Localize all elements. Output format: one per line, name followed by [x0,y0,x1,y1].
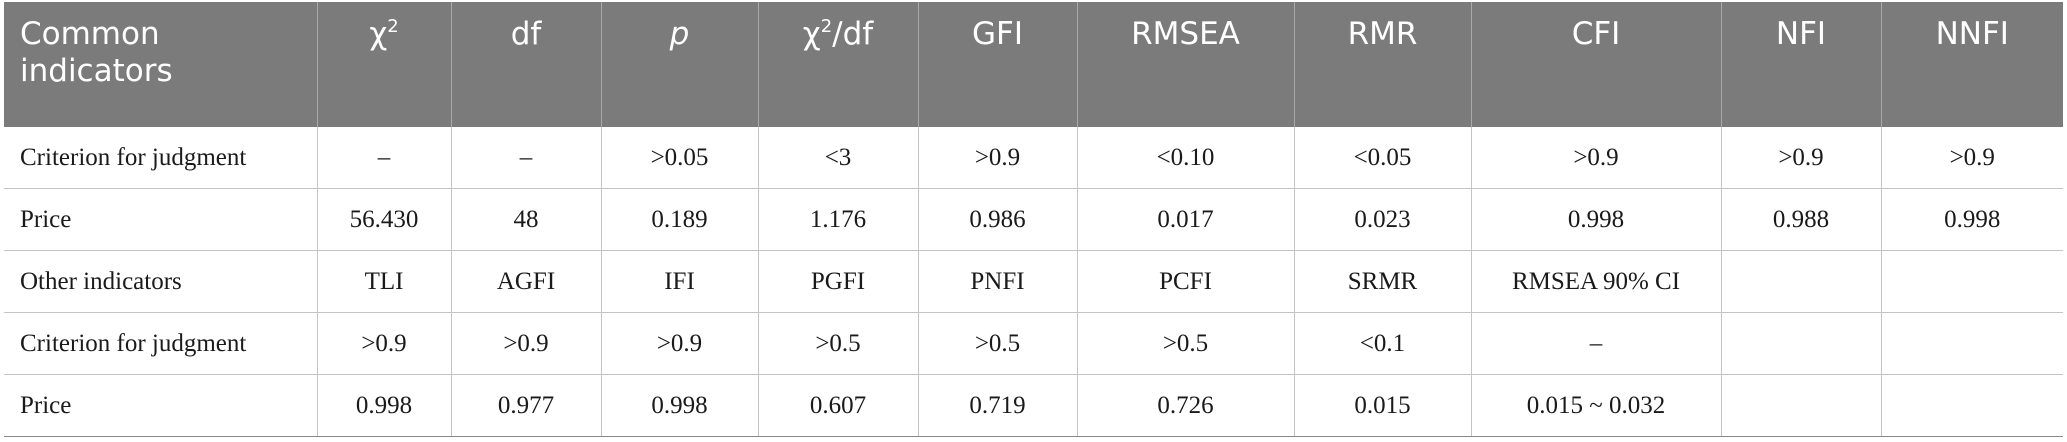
p-label: p [669,16,690,52]
table-cell: >0.9 [918,127,1078,189]
table-cell: >0.9 [1471,127,1722,189]
header-cell-df: df [451,2,602,127]
table-cell: >0.9 [601,312,759,375]
header-cell-chi-square-df: χ2/df [758,2,919,127]
table-cell [1881,374,2063,437]
table-cell: TLI [317,250,452,313]
chi-symbol: χ [369,16,388,52]
table-cell: Criterion for judgment [4,127,318,189]
header-cell-p: p [601,2,759,127]
chi-df-superscript: 2 [820,16,833,37]
table-cell: RMSEA 90% CI [1471,250,1722,313]
table-cell: 0.998 [1471,188,1722,251]
chi-df-symbol: χ [802,16,821,52]
header-cell-chi-square: χ2 [317,2,452,127]
table-cell: 56.430 [317,188,452,251]
table-cell: PGFI [758,250,919,313]
table-body: Criterion for judgment – – >0.05 <3 >0.9… [4,127,2063,437]
table-cell: IFI [601,250,759,313]
header-cell-common-indicators: Common indicators [4,2,318,127]
table-cell: Criterion for judgment [4,312,318,375]
table-cell: >0.9 [1721,127,1882,189]
table-cell: >0.9 [1881,127,2063,189]
table-cell: PCFI [1077,250,1295,313]
table-row: Criterion for judgment >0.9 >0.9 >0.9 >0… [4,312,2063,375]
fit-indices-table: Common indicators χ2 df p χ2/df GFI RMSE… [4,2,2063,437]
table-cell [1881,312,2063,375]
table-cell: 1.176 [758,188,919,251]
table-cell: 0.017 [1077,188,1295,251]
table-row: Price 56.430 48 0.189 1.176 0.986 0.017 … [4,188,2063,251]
table-cell: >0.5 [918,312,1078,375]
table-cell: Price [4,188,318,251]
table-cell: 0.719 [918,374,1078,437]
table-cell: AGFI [451,250,602,313]
table-cell: 0.015 [1294,374,1472,437]
header-cell-gfi: GFI [918,2,1078,127]
header-cell-cfi: CFI [1471,2,1722,127]
chi-df-tail: /df [832,16,874,52]
table-cell: PNFI [918,250,1078,313]
table-header: Common indicators χ2 df p χ2/df GFI RMSE… [4,2,2063,127]
table-cell: 0.189 [601,188,759,251]
table-cell: >0.9 [317,312,452,375]
table-cell: <0.10 [1077,127,1295,189]
table-cell: 0.998 [317,374,452,437]
table-cell: SRMR [1294,250,1472,313]
table-cell: 0.998 [601,374,759,437]
table-cell: 0.607 [758,374,919,437]
table-cell: <3 [758,127,919,189]
chi-superscript: 2 [387,16,399,37]
table-row: Other indicators TLI AGFI IFI PGFI PNFI … [4,250,2063,313]
table-row: Criterion for judgment – – >0.05 <3 >0.9… [4,127,2063,189]
table-cell: 0.977 [451,374,602,437]
table-cell: 0.015 ~ 0.032 [1471,374,1722,437]
table-cell [1721,312,1882,375]
header-cell-nnfi: NNFI [1881,2,2063,127]
table-cell: 0.998 [1881,188,2063,251]
table-cell [1881,250,2063,313]
header-cell-nfi: NFI [1721,2,1882,127]
table-cell: >0.05 [601,127,759,189]
header-row: Common indicators χ2 df p χ2/df GFI RMSE… [4,2,2063,127]
table-cell: <0.05 [1294,127,1472,189]
table-cell: – [317,127,452,189]
table-cell: 0.726 [1077,374,1295,437]
table-cell: >0.5 [758,312,919,375]
table-cell: 0.023 [1294,188,1472,251]
table-cell: 0.988 [1721,188,1882,251]
table-cell: 48 [451,188,602,251]
table-cell: >0.9 [451,312,602,375]
table-cell [1721,250,1882,313]
table-row: Price 0.998 0.977 0.998 0.607 0.719 0.72… [4,374,2063,437]
header-cell-rmr: RMR [1294,2,1472,127]
table-cell: <0.1 [1294,312,1472,375]
header-cell-rmsea: RMSEA [1077,2,1295,127]
table-cell [1721,374,1882,437]
table-cell: – [451,127,602,189]
table-cell: Other indicators [4,250,318,313]
table-cell: >0.5 [1077,312,1295,375]
table-cell: – [1471,312,1722,375]
table-cell: 0.986 [918,188,1078,251]
table-cell: Price [4,374,318,437]
